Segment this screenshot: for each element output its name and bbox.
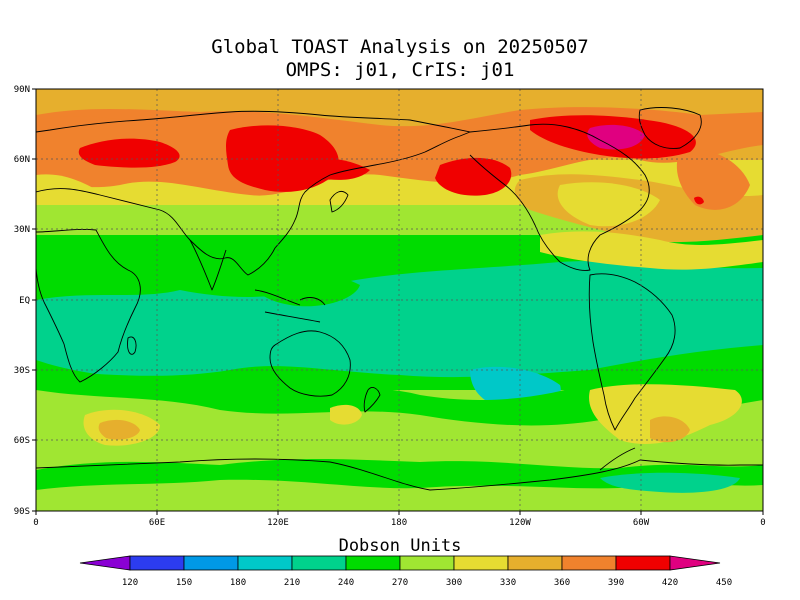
colorbar-tick-label: 270 bbox=[392, 578, 408, 588]
colorbar-box bbox=[615, 555, 671, 571]
antarctica-outline bbox=[36, 458, 763, 491]
europe-red-high bbox=[78, 138, 180, 168]
lon-labels: 0 60E 120E 180 120W 60W 0 bbox=[33, 518, 765, 528]
south-indian-yellow bbox=[330, 404, 362, 425]
lat-label-eq: EQ bbox=[19, 296, 30, 306]
colorbar-tick-label: 180 bbox=[230, 578, 246, 588]
atlantic-red-spot bbox=[694, 196, 704, 205]
lon-label-60e: 60E bbox=[149, 518, 165, 528]
east-asia-red bbox=[315, 158, 370, 180]
colorbar-high-triangle bbox=[669, 555, 721, 571]
lon-label-120e: 120E bbox=[267, 518, 289, 528]
colorbar-box bbox=[453, 555, 509, 571]
lon-label-0-left: 0 bbox=[33, 518, 38, 528]
colorbar-box bbox=[237, 555, 293, 571]
coastlines bbox=[36, 107, 763, 491]
colorbar-box bbox=[507, 555, 563, 571]
colorbar-tick-label: 450 bbox=[716, 578, 732, 588]
colorbar-labels: 120 150 180 210 240 270 300 330 360 390 420 450 bbox=[122, 578, 732, 588]
colorbar-low-triangle bbox=[79, 555, 131, 571]
australia-outline bbox=[269, 330, 351, 397]
lon-label-0-right: 0 bbox=[760, 518, 765, 528]
colorbar-tick-label: 240 bbox=[338, 578, 354, 588]
eurasia-outline bbox=[36, 110, 471, 276]
colorbar-tick-label: 360 bbox=[554, 578, 570, 588]
colorbar-tick-label: 390 bbox=[608, 578, 624, 588]
colorbar-box bbox=[183, 555, 239, 571]
lon-label-180: 180 bbox=[391, 518, 407, 528]
pacific-red-high bbox=[435, 157, 512, 196]
colorbar-tick-label: 330 bbox=[500, 578, 516, 588]
graticule bbox=[36, 89, 763, 511]
lon-label-120w: 120W bbox=[509, 518, 531, 528]
greenland-magenta-high bbox=[587, 124, 645, 150]
colorbar-tick-label: 150 bbox=[176, 578, 192, 588]
south-america-gold bbox=[650, 416, 690, 443]
colorbar-title: Dobson Units bbox=[338, 536, 462, 556]
antarctic-lime bbox=[36, 479, 763, 511]
southern-lime-band bbox=[36, 390, 763, 470]
map-title: Global TOAST Analysis on 20250507 bbox=[211, 36, 589, 58]
colorbar-box bbox=[561, 555, 617, 571]
lon-label-60w: 60W bbox=[633, 518, 650, 528]
south-america-outline bbox=[588, 273, 676, 431]
lat-label-60n: 60N bbox=[14, 155, 30, 165]
colorbar-box bbox=[291, 555, 347, 571]
indonesia-outline bbox=[254, 289, 326, 323]
colorbar-tick-label: 120 bbox=[122, 578, 138, 588]
colorbar-box bbox=[345, 555, 401, 571]
tick-marks bbox=[32, 88, 764, 515]
lat-label-30n: 30N bbox=[14, 225, 30, 235]
tropical-teal-area bbox=[36, 261, 763, 378]
colorbar-tick-label: 210 bbox=[284, 578, 300, 588]
us-yellow bbox=[540, 231, 763, 270]
south-atlantic-gold bbox=[98, 419, 140, 440]
india-outline bbox=[189, 239, 227, 291]
south-america-yellow bbox=[589, 384, 742, 445]
colorbar-box bbox=[399, 555, 455, 571]
lat-label-90n: 90N bbox=[14, 85, 30, 95]
lat-label-60s: 60S bbox=[14, 436, 30, 446]
north-america-outline bbox=[469, 123, 650, 271]
greenland-outline bbox=[638, 107, 702, 149]
africa-outline bbox=[36, 229, 141, 383]
lat-labels: 90N 60N 30N EQ 30S 60S 90S bbox=[14, 85, 30, 517]
colorbar-box bbox=[129, 555, 185, 571]
lat-label-90s: 90S bbox=[14, 507, 30, 517]
madagascar-outline bbox=[127, 336, 137, 355]
lat-label-30s: 30S bbox=[14, 366, 30, 376]
japan-outline bbox=[329, 190, 349, 213]
colorbar bbox=[79, 555, 721, 571]
antarctic-peninsula bbox=[599, 447, 636, 471]
new-zealand-outline bbox=[363, 387, 381, 413]
colorbar-tick-label: 420 bbox=[662, 578, 678, 588]
ozone-field bbox=[36, 89, 763, 511]
map-subtitle: OMPS: j01, CrIS: j01 bbox=[285, 59, 515, 81]
colorbar-tick-label: 300 bbox=[446, 578, 462, 588]
antarctic-teal bbox=[600, 472, 740, 493]
atlantic-orange bbox=[676, 149, 750, 210]
